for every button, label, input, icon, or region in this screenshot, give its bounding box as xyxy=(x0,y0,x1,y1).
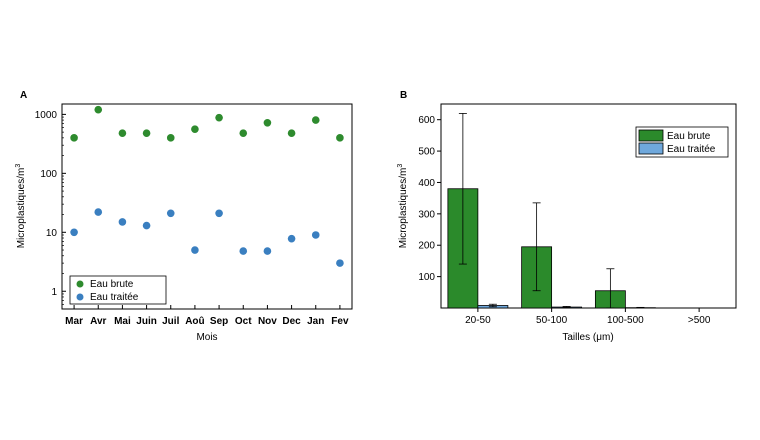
point-eau-traitee xyxy=(215,209,223,218)
panel-b-y-tick-label: 300 xyxy=(418,209,435,220)
panel-b-y-axis-label-superscript: 3 xyxy=(397,164,404,168)
panel-a-x-tick-label: Aoû xyxy=(185,316,204,327)
panel-b-legend-swatch-brute xyxy=(638,129,664,142)
point-eau-traitee xyxy=(142,221,151,230)
panel-a-x-tick-label: Mar xyxy=(65,316,83,327)
panel-b-x-tick-label: 50-100 xyxy=(536,315,568,326)
panel-a-y-axis-label-superscript: 3 xyxy=(15,164,22,168)
point-eau-brute xyxy=(215,113,223,122)
panel-a-label: A xyxy=(20,90,27,101)
panel-a-y-tick-label: 10 xyxy=(46,228,58,239)
panel-a-legend-marker-brute xyxy=(76,280,84,288)
panel-b-x-tick-label: >500 xyxy=(688,315,711,326)
point-eau-brute xyxy=(311,116,320,124)
panel-a-legend-box xyxy=(69,275,167,305)
point-eau-brute xyxy=(191,125,199,134)
panel-b-y-tick-label: 500 xyxy=(418,147,435,158)
panel-b-y-axis-label: Microplastiques/m3 xyxy=(397,164,409,249)
point-eau-traitee xyxy=(191,246,199,254)
point-eau-traitee xyxy=(263,247,272,255)
point-eau-traitee xyxy=(287,234,296,243)
panel-a: A 1 10 100 1000 Mar Avr Mai Juin Juil Aoû Sep Oct N… xyxy=(15,90,353,343)
point-eau-brute xyxy=(263,118,272,127)
panel-a-legend-label-traitee: Eau traitée xyxy=(90,292,139,303)
panel-b-y-tick-label: 600 xyxy=(418,115,435,126)
panel-a-y-tick-label: 100 xyxy=(40,169,57,180)
panel-a-x-tick-label: Oct xyxy=(235,316,252,327)
point-eau-brute xyxy=(336,134,344,142)
point-eau-brute xyxy=(166,134,175,142)
panel-a-x-tick-label: Avr xyxy=(90,316,106,327)
panel-a-legend-marker-traitee xyxy=(76,293,84,301)
panel-b-legend-swatch-traitee xyxy=(638,142,664,155)
point-eau-brute xyxy=(118,129,127,137)
panel-a-x-tick-label: Mai xyxy=(114,316,131,327)
point-eau-brute xyxy=(70,134,78,142)
panel-b-y-axis-label-text: Microplastiques/m xyxy=(398,168,409,249)
panel-a-x-tick-label: Juin xyxy=(136,316,157,327)
panel-a-x-axis-label: Mois xyxy=(196,332,217,343)
panel-b-x-axis-label: Tailles (μm) xyxy=(562,332,613,343)
point-eau-brute xyxy=(142,129,151,137)
panel-a-x-tick-label: Dec xyxy=(282,316,301,327)
panel-a-legend: Eau brute Eau traitée xyxy=(69,275,167,305)
point-eau-brute xyxy=(287,129,296,137)
panel-b-x-tick-label: 100-500 xyxy=(607,315,644,326)
point-eau-traitee xyxy=(118,218,127,226)
panel-a-x-tick-label: Fev xyxy=(331,316,349,327)
point-eau-brute xyxy=(239,129,248,137)
panel-a-x-tick-label: Nov xyxy=(258,316,277,327)
panel-b-label: B xyxy=(400,90,407,101)
panel-b-y-tick-label: 400 xyxy=(418,178,435,189)
point-eau-traitee xyxy=(70,228,78,237)
panel-b-y-tick-label: 100 xyxy=(418,272,435,283)
point-eau-traitee xyxy=(94,208,103,216)
panel-a-y-axis-label-text: Microplastiques/m xyxy=(16,168,27,249)
panel-b-legend-label-traitee: Eau traitée xyxy=(667,144,716,155)
panel-b-legend-label-brute: Eau brute xyxy=(667,131,711,142)
panel-a-x-tick-label: Jan xyxy=(307,316,324,327)
panel-b-x-tick-label: 20-50 xyxy=(465,315,491,326)
panel-b-y-tick-label: 200 xyxy=(418,241,435,252)
panel-a-x-tick-label: Sep xyxy=(210,316,228,327)
panel-a-y-axis-label: Microplastiques/m3 xyxy=(15,164,27,249)
panel-a-legend-label-brute: Eau brute xyxy=(90,279,134,290)
point-eau-traitee xyxy=(166,209,175,218)
panel-b-legend: Eau brute Eau traitée xyxy=(635,126,729,158)
panel-b-plot-frame xyxy=(440,103,737,309)
point-eau-brute xyxy=(94,105,103,114)
panel-a-y-tick-label: 1000 xyxy=(35,110,58,121)
panel-a-x-tick-label: Juil xyxy=(162,316,179,327)
point-eau-traitee xyxy=(311,231,320,239)
panel-b: B 100 200 300 400 500 600 20-50 50-100 100-500 >… xyxy=(397,90,737,343)
panel-a-plot-frame xyxy=(61,103,353,310)
panel-a-y-tick-label: 1 xyxy=(51,287,57,298)
point-eau-traitee xyxy=(336,259,344,267)
point-eau-traitee xyxy=(239,247,248,255)
